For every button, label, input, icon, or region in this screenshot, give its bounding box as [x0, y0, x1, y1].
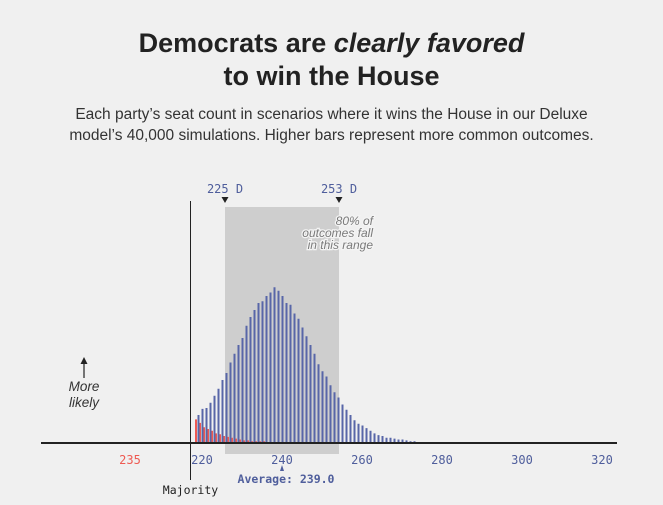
democratic-bar	[321, 371, 324, 443]
democratic-bar	[249, 317, 252, 443]
title-line-2: to win the House	[223, 61, 440, 91]
democratic-bar	[281, 296, 284, 443]
republican-bar	[235, 438, 237, 443]
democratic-bar	[225, 373, 228, 443]
republican-bar	[231, 437, 233, 443]
range-note-line: in this range	[308, 238, 374, 252]
democratic-bar	[205, 408, 208, 443]
x-tick-label: 260	[351, 453, 373, 467]
title-part-1: Democrats are	[138, 28, 334, 58]
republican-bar	[243, 440, 245, 443]
republican-bar	[247, 440, 249, 443]
democratic-bar	[369, 430, 372, 443]
democratic-bar	[285, 303, 288, 443]
range-note-line: outcomes fall	[302, 226, 373, 240]
republican-bar	[239, 439, 241, 443]
chart-subtitle: Each party’s seat count in scenarios whe…	[0, 104, 663, 146]
democratic-bar	[209, 402, 212, 443]
democratic-bar	[257, 303, 260, 443]
democratic-bar	[221, 380, 224, 443]
democratic-bar	[245, 325, 248, 443]
democratic-bar	[253, 310, 256, 443]
democratic-bar	[365, 428, 368, 443]
subtitle-line-2: model’s 40,000 simulations. Higher bars …	[69, 127, 594, 144]
x-tick-label: 240	[271, 453, 293, 467]
republican-bar	[203, 427, 205, 443]
republican-bar	[207, 429, 209, 443]
democratic-bar	[289, 304, 292, 443]
democratic-bar	[357, 423, 360, 443]
more-likely-label: likely	[69, 395, 100, 410]
range-high-marker	[335, 197, 343, 203]
democratic-bar	[261, 301, 264, 443]
democratic-bar	[217, 388, 220, 443]
republican-bar	[195, 419, 197, 443]
democratic-bar	[309, 345, 312, 443]
democratic-bar	[337, 397, 340, 443]
democratic-bar	[273, 287, 276, 443]
democratic-bar	[265, 296, 268, 443]
democratic-bar	[325, 376, 328, 443]
democratic-bar	[241, 338, 244, 443]
up-arrow-icon	[80, 357, 88, 364]
democratic-bar	[393, 438, 396, 443]
democratic-bar	[333, 392, 336, 443]
republican-bar	[215, 433, 217, 443]
democratic-bar	[317, 364, 320, 443]
democratic-bar	[301, 327, 304, 443]
democratic-bar	[345, 409, 348, 443]
x-tick-label: 300	[511, 453, 533, 467]
average-marker	[280, 465, 284, 471]
x-tick-label: 235	[119, 453, 141, 467]
democratic-bar	[213, 395, 216, 443]
democratic-bar	[405, 440, 408, 443]
democratic-bar	[229, 362, 232, 443]
democratic-bar	[329, 385, 332, 443]
democratic-bar	[389, 437, 392, 443]
democratic-bar	[201, 408, 204, 443]
democratic-bar	[373, 433, 376, 443]
democratic-bar	[401, 439, 404, 443]
democratic-bar	[233, 353, 236, 443]
democratic-bar	[341, 404, 344, 443]
x-tick-label: 220	[191, 453, 213, 467]
democratic-bar	[293, 313, 296, 443]
title-emphasis: clearly favored	[333, 28, 525, 58]
democratic-bar	[381, 436, 384, 443]
range-low-label: 225 D	[207, 182, 243, 196]
range-low-marker	[221, 197, 229, 203]
average-label: Average: 239.0	[238, 472, 335, 486]
republican-bar	[211, 430, 213, 443]
democratic-bar	[349, 415, 352, 443]
republican-bar	[199, 422, 201, 443]
subtitle-line-1: Each party’s seat count in scenarios whe…	[75, 106, 588, 123]
republican-bar	[223, 436, 225, 443]
democratic-bar	[237, 345, 240, 443]
democratic-bar	[197, 415, 200, 443]
democratic-bar	[377, 435, 380, 443]
republican-bar	[219, 434, 221, 443]
democratic-bar	[297, 318, 300, 443]
chart-title: Democrats are clearly favored to win the…	[0, 27, 663, 93]
republican-bar	[227, 436, 229, 443]
democratic-bar	[397, 439, 400, 443]
more-likely-label: More	[69, 379, 100, 394]
democratic-bar	[353, 420, 356, 443]
majority-label: Majority	[163, 483, 218, 497]
democratic-bar	[269, 292, 272, 443]
democratic-bar	[385, 437, 388, 443]
democratic-bar	[313, 353, 316, 443]
range-high-label: 253 D	[321, 182, 357, 196]
x-tick-label: 320	[591, 453, 613, 467]
x-tick-label: 280	[431, 453, 453, 467]
democratic-bar	[277, 290, 280, 443]
range-note-line: 80% of	[336, 214, 375, 228]
democratic-bar	[305, 336, 308, 443]
democratic-bar	[361, 425, 364, 443]
